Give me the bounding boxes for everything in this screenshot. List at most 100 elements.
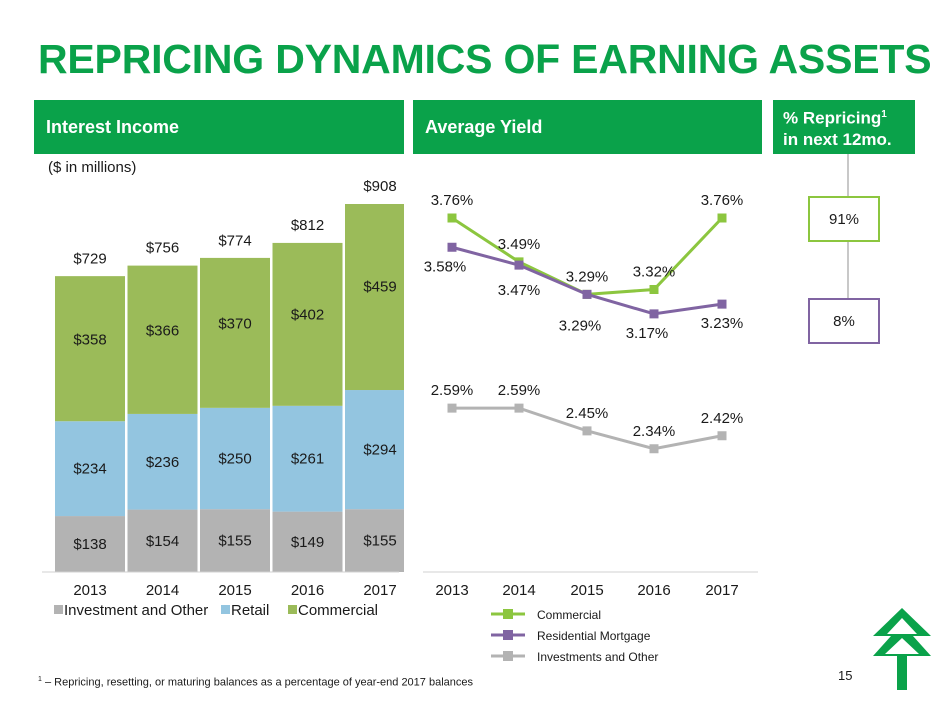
- average-yield-header: Average Yield: [413, 100, 762, 154]
- line-value-label: 3.29%: [566, 268, 609, 285]
- bar-investment-and-other-2017: [345, 509, 404, 572]
- repricing-connector-top: [847, 154, 849, 196]
- bar-value-label: $402: [291, 306, 324, 323]
- bar-commercial-2016: [272, 242, 343, 406]
- bar-total-label: $729: [73, 251, 106, 268]
- line-marker: [514, 260, 524, 270]
- units-label: ($ in millions): [48, 159, 137, 176]
- bar-investment-and-other-2014: [127, 509, 198, 572]
- page-number: 15: [838, 668, 853, 683]
- bar-total-label: $756: [146, 240, 179, 257]
- residential-repricing-value: 8%: [833, 312, 855, 330]
- legend-marker: [503, 609, 513, 619]
- repricing-header: % Repricing1 in next 12mo.: [773, 100, 915, 154]
- bar-commercial-2014: [127, 265, 198, 414]
- bar-value-label: $155: [218, 533, 251, 550]
- x-tick-label: 2017: [363, 582, 396, 599]
- legend-swatch: [54, 605, 63, 614]
- bar-value-label: $155: [363, 533, 396, 550]
- line-value-label: 3.58%: [424, 258, 467, 275]
- repricing-connector-middle: [847, 242, 849, 298]
- line-value-label: 3.76%: [431, 192, 474, 209]
- x-tick-label: 2017: [705, 582, 738, 599]
- interest-income-chart: $138 $234 $358 $729 2013 $154 $236 $366 $756 2014…: [42, 178, 404, 619]
- x-tick-label: 2016: [637, 582, 670, 599]
- legend-label: Commercial: [537, 608, 601, 622]
- line-value-label: 3.76%: [701, 192, 744, 209]
- x-tick-label: 2015: [218, 582, 251, 599]
- bar-commercial-2015: [200, 257, 270, 408]
- footnote: 1 – Repricing, resetting, or maturing ba…: [38, 676, 473, 689]
- line-value-label: 2.42%: [701, 410, 744, 427]
- line-marker: [717, 213, 727, 223]
- legend-marker: [503, 630, 513, 640]
- line-marker: [514, 403, 524, 413]
- bar-retail-2014: [127, 413, 198, 510]
- repricing-header-line2: in next 12mo.: [783, 129, 892, 149]
- line-value-label: 2.59%: [431, 382, 474, 399]
- bar-retail-2017: [345, 390, 404, 510]
- bar-retail-2016: [272, 405, 343, 512]
- line-value-label: 2.59%: [498, 382, 541, 399]
- residential-repricing-box: 8%: [808, 298, 880, 344]
- line-marker: [447, 242, 457, 252]
- bar-total-label: $812: [291, 217, 324, 234]
- footnote-text: – Repricing, resetting, or maturing bala…: [41, 676, 474, 689]
- line-value-label: 3.32%: [633, 264, 676, 281]
- legend-swatch: [221, 605, 230, 614]
- bar-investment-and-other-2015: [200, 509, 270, 572]
- interest-income-header-label: Interest Income: [46, 116, 180, 137]
- bar-value-label: $294: [363, 442, 396, 459]
- line-value-label: 3.29%: [559, 317, 602, 334]
- bar-value-label: $459: [363, 278, 396, 295]
- bar-total-label: $774: [218, 232, 251, 249]
- line-value-label: 3.17%: [626, 325, 669, 342]
- line-marker: [447, 213, 457, 223]
- page-title: REPRICING DYNAMICS OF EARNING ASSETS: [38, 36, 932, 82]
- x-tick-label: 2015: [570, 582, 603, 599]
- bar-value-label: $138: [73, 536, 106, 553]
- line-value-label: 3.23%: [701, 315, 744, 332]
- line-marker: [582, 426, 592, 436]
- interest-income-header: Interest Income: [34, 100, 404, 154]
- x-tick-label: 2016: [291, 582, 324, 599]
- line-value-label: 3.49%: [498, 236, 541, 253]
- line-marker: [649, 309, 659, 319]
- commercial-repricing-box: 91%: [808, 196, 880, 242]
- bar-value-label: $366: [146, 322, 179, 339]
- x-tick-label: 2013: [73, 582, 106, 599]
- footnote-marker: 1: [38, 676, 42, 683]
- tree-logo-icon: [873, 608, 931, 690]
- bar-commercial-2017: [345, 204, 404, 391]
- repricing-header-line1: % Repricing1: [783, 108, 887, 128]
- bar-investment-and-other-2013: [55, 516, 125, 572]
- bar-value-label: $370: [218, 315, 251, 332]
- line-value-label: 2.45%: [566, 405, 609, 422]
- line-marker: [717, 299, 727, 309]
- line-marker: [649, 285, 659, 294]
- legend-label: Investments and Other: [537, 650, 658, 664]
- bar-value-label: $149: [291, 534, 324, 551]
- line-marker: [582, 289, 592, 299]
- bar-value-label: $154: [146, 533, 179, 550]
- line-marker: [447, 403, 457, 413]
- line-value-label: 3.47%: [498, 282, 541, 299]
- average-yield-header-label: Average Yield: [425, 116, 543, 137]
- commercial-repricing-value: 91%: [828, 210, 860, 228]
- line-marker: [649, 444, 659, 454]
- repricing-footnote-marker: 1: [881, 109, 887, 121]
- bar-value-label: $261: [291, 451, 324, 468]
- bar-value-label: $236: [146, 454, 179, 471]
- line-marker: [717, 431, 727, 441]
- legend-label: Residential Mortgage: [537, 629, 651, 643]
- legend-label: Retail: [231, 602, 269, 619]
- bar-value-label: $234: [73, 461, 106, 478]
- average-yield-chart: 3.76% 3.49% 3.29% 3.32% 3.76% 3.58% 3.47% 3.29%…: [423, 192, 758, 664]
- x-tick-label: 2014: [146, 582, 179, 599]
- legend-label: Commercial: [298, 602, 378, 619]
- bar-retail-2015: [200, 407, 270, 510]
- legend-marker: [503, 651, 513, 661]
- bar-retail-2013: [55, 421, 125, 517]
- line-value-label: 2.34%: [633, 423, 676, 440]
- bar-value-label: $250: [218, 451, 251, 468]
